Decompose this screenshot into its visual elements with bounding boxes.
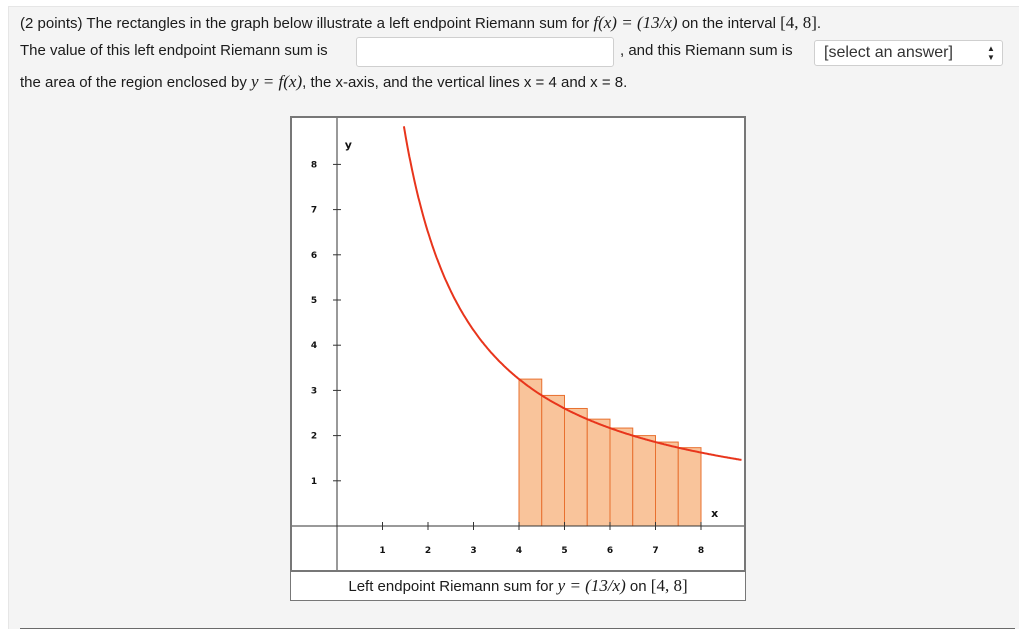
y-tick-label: 3 <box>311 386 317 396</box>
question-line-3-rest: , the x-axis, and the vertical lines x =… <box>302 74 628 91</box>
function-expression: f(x) = (13/x) <box>593 13 678 32</box>
y-tick-label: 8 <box>311 160 317 170</box>
x-tick-label: 3 <box>470 546 476 556</box>
question-text-mid: on the interval <box>677 15 781 32</box>
x-tick-label: 8 <box>698 546 704 556</box>
x-tick-label: 5 <box>561 546 567 556</box>
caption-mid: on <box>625 578 651 595</box>
y-tick-label: 4 <box>311 341 317 351</box>
question-line-3: the area of the region enclosed by y = f… <box>20 71 627 94</box>
question-line-3-lead: the area of the region enclosed by <box>20 74 251 91</box>
y-tick-label: 6 <box>311 251 317 261</box>
y-equals-f-expression: y = f(x) <box>251 72 303 91</box>
comparison-select-value: [select an answer] <box>824 44 953 61</box>
x-tick-label: 4 <box>516 546 522 556</box>
riemann-rectangle <box>609 427 634 527</box>
select-arrows-icon: ▲ ▼ <box>987 44 995 62</box>
x-tick-label: 2 <box>425 546 431 556</box>
y-tick-label: 2 <box>311 432 317 442</box>
riemann-rectangle <box>541 394 565 527</box>
riemann-rectangle <box>564 407 588 527</box>
riemann-plot-svg: 1 2 3 4 5 6 7 8 1 2 3 4 5 6 7 8 x y <box>292 118 744 570</box>
question-period: . <box>816 15 822 32</box>
caption-interval: [4, 8] <box>650 576 688 595</box>
caption-expression: y = (13/x) <box>557 576 626 595</box>
function-curve <box>402 126 742 461</box>
bottom-divider <box>20 628 1015 629</box>
question-line-2-lead: The value of this left endpoint Riemann … <box>20 42 328 59</box>
comparison-select[interactable]: [select an answer] ▲ ▼ <box>814 40 1003 66</box>
y-tick-label: 7 <box>311 206 317 216</box>
interval-expression: [4, 8] <box>780 13 817 32</box>
riemann-sum-answer-input[interactable] <box>356 37 614 67</box>
y-axis-label: y <box>345 139 352 152</box>
x-axis-label: x <box>711 507 718 520</box>
graph-caption: Left endpoint Riemann sum for y = (13/x)… <box>290 571 746 601</box>
caption-prefix: Left endpoint Riemann sum for <box>348 578 558 595</box>
question-line-2-mid: , and this Riemann sum is <box>620 42 793 59</box>
riemann-rectangle <box>586 418 611 527</box>
riemann-rectangle <box>677 447 702 527</box>
x-tick-label: 6 <box>607 546 613 556</box>
y-tick-label: 1 <box>311 477 317 487</box>
riemann-rectangle <box>655 441 679 527</box>
x-tick-label: 7 <box>652 546 658 556</box>
y-tick-label: 5 <box>311 296 317 306</box>
question-text-prefix: (2 points) The rectangles in the graph b… <box>20 15 594 32</box>
question-line-1: (2 points) The rectangles in the graph b… <box>20 12 821 35</box>
x-tick-label: 1 <box>379 546 385 556</box>
riemann-graph: 1 2 3 4 5 6 7 8 1 2 3 4 5 6 7 8 x y <box>290 116 746 572</box>
riemann-rectangle <box>632 435 656 527</box>
riemann-rectangle <box>518 378 543 527</box>
